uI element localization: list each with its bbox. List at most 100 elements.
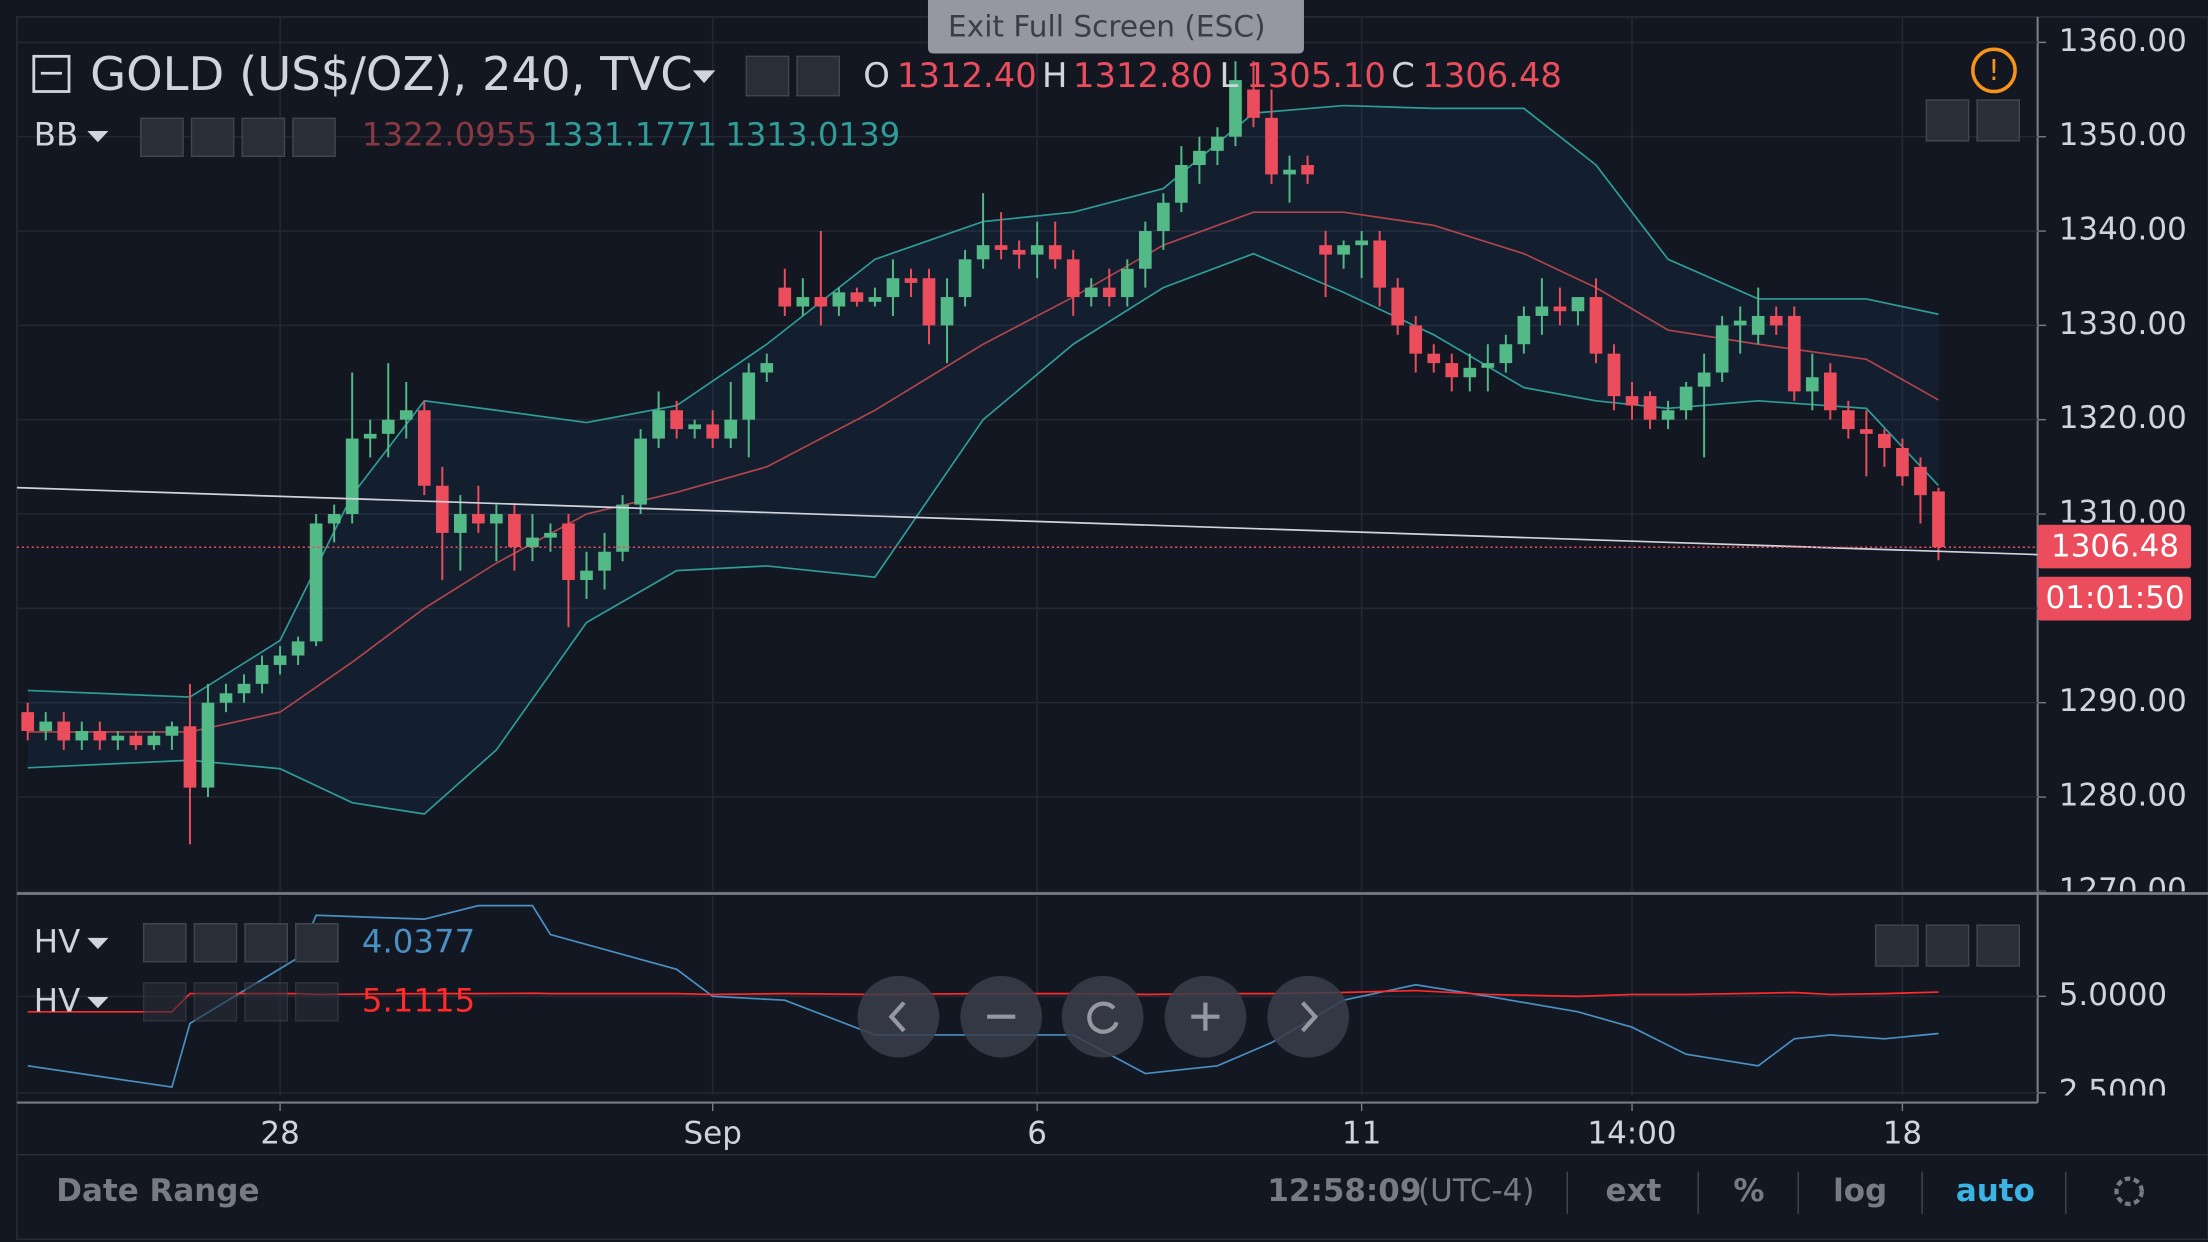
eye-icon[interactable] (140, 117, 184, 158)
percent-button[interactable]: % (1733, 1173, 1764, 1209)
arrow-left (888, 1001, 906, 1033)
candle-body (1733, 320, 1747, 326)
add-icon[interactable] (244, 982, 288, 1022)
settings-icon[interactable] (2114, 1176, 2144, 1207)
dropdown[interactable] (87, 130, 109, 143)
indicator-value: 1313.0139 (725, 116, 900, 154)
trendline (16, 486, 2038, 556)
move-up-icon[interactable] (1874, 924, 1919, 967)
ohlc-value: 1312.40 (897, 56, 1037, 95)
candle-body (904, 278, 918, 283)
move-down-icon[interactable] (1925, 99, 1970, 142)
auto-button[interactable]: auto (1956, 1173, 2035, 1209)
gear-icon[interactable] (193, 982, 238, 1022)
gear-icon[interactable] (796, 55, 840, 97)
remove-icon[interactable] (292, 117, 336, 158)
candle-body (381, 419, 395, 434)
countdown-box (2037, 576, 2192, 621)
maximize-icon[interactable] (1976, 924, 2021, 967)
log-button[interactable]: log (1833, 1173, 1887, 1209)
candle-body (1679, 386, 1693, 411)
band-line (27, 211, 1939, 733)
legend-value: 5.1115 (362, 982, 475, 1020)
candle-body (1896, 448, 1909, 477)
candle-body (93, 731, 107, 741)
candle-body (688, 424, 702, 430)
candle-body (309, 523, 323, 642)
y-tick-label: 1320.00 (2059, 400, 2187, 436)
candle-body (580, 570, 593, 581)
candle-body (1589, 297, 1603, 354)
remove-icon[interactable] (295, 982, 339, 1022)
close-icon[interactable] (1925, 924, 1970, 967)
candle-body (291, 641, 305, 656)
dropdown[interactable] (87, 996, 109, 1009)
collapse-icon[interactable] (32, 54, 71, 93)
candle-body (598, 551, 611, 571)
timezone[interactable]: (UTC-4) (1418, 1173, 1534, 1209)
candle-body (1247, 89, 1260, 118)
candle-body (1102, 287, 1116, 298)
candle-body (508, 514, 521, 548)
y-tick-label: 2.5000 (2059, 1073, 2167, 1109)
y-tick-label: 1340.00 (2059, 212, 2187, 248)
warning-icon[interactable] (1971, 47, 2017, 94)
x-tick-label: Sep (684, 1115, 742, 1151)
candle-body (1283, 169, 1296, 175)
x-tick-label: 6 (1027, 1115, 1047, 1151)
candle-body (922, 278, 936, 326)
legend-name: HV (34, 982, 80, 1020)
band-fill (27, 105, 1939, 815)
maximize-icon[interactable] (1976, 99, 2021, 142)
x-tick-label: 14:00 (1587, 1115, 1676, 1151)
eye-icon[interactable] (745, 55, 790, 97)
candle-body (1265, 117, 1278, 175)
legend-value: 4.0377 (362, 922, 475, 960)
candle-body (1463, 367, 1477, 378)
candle-body (1391, 287, 1405, 326)
eye-icon[interactable] (142, 923, 187, 963)
plus (1191, 1002, 1220, 1031)
dropdown[interactable] (87, 937, 109, 950)
reset-button[interactable] (1061, 975, 1144, 1058)
scroll-left-button[interactable] (857, 975, 940, 1058)
ohlc-key: O (863, 56, 890, 95)
candle-body (399, 410, 413, 420)
candle-body (1878, 433, 1891, 449)
gear-icon[interactable] (193, 923, 238, 963)
candle-body (1012, 249, 1026, 255)
exit-full-screen-tab[interactable] (927, 0, 1304, 54)
candle-body (544, 532, 557, 538)
overlay: GOLD (US$/OZ), 240, TVC BB ! Exit Full S… (0, 0, 2144, 1214)
candle-body (363, 433, 377, 439)
reset-arrow (1087, 1001, 1119, 1034)
ext-button[interactable]: ext (1606, 1173, 1662, 1209)
candle-body (1517, 315, 1531, 345)
candle-body (562, 523, 575, 581)
symbol-title: GOLD (US$/OZ), 240, TVC (90, 47, 693, 101)
add-icon[interactable] (241, 117, 286, 158)
date-range-button[interactable]: Date Range (56, 1173, 259, 1209)
gear-icon[interactable] (190, 117, 235, 158)
ohlc-key: H (1042, 56, 1067, 95)
ohlc-value: 1305.10 (1246, 56, 1386, 95)
dropdown[interactable] (692, 70, 716, 84)
candle-body (814, 297, 828, 307)
candle-body (1643, 396, 1657, 420)
hv-axis: 2.5000 5.0000 (2037, 977, 2167, 1109)
candle-body (1571, 297, 1585, 312)
candle-body (1211, 136, 1224, 151)
candle-body (1445, 363, 1459, 378)
scroll-right-button[interactable] (1267, 975, 1350, 1058)
add-icon[interactable] (244, 923, 288, 963)
x-tick-label: 18 (1883, 1115, 1922, 1151)
eye-icon[interactable] (142, 982, 187, 1022)
candle-body (183, 726, 197, 788)
candle-body (1842, 410, 1855, 430)
arrow-right (1300, 1001, 1319, 1033)
y-tick-label: 1280.00 (2059, 778, 2187, 814)
remove-icon[interactable] (295, 923, 339, 963)
candle-body (57, 721, 71, 741)
candle-body (868, 297, 882, 302)
